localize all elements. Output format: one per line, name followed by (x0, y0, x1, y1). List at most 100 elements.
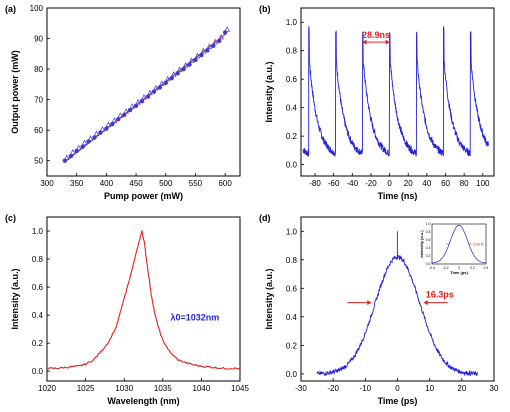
x-tick-label: 400 (100, 179, 114, 188)
x-axis-label: Time (ns) (378, 191, 418, 201)
x-tick-label: 550 (189, 179, 203, 188)
spectrum-trace (47, 229, 241, 370)
y-axis-label: Intensity (a.u.) (264, 268, 274, 329)
y-tick-label: 0.4 (286, 313, 298, 322)
data-point-circle (92, 135, 97, 140)
inset-x-tick-label: 0.4 (484, 266, 489, 270)
inset-x-tick-label: 0.2 (470, 266, 475, 270)
y-tick-label: 0.8 (286, 47, 298, 56)
data-point-circle (110, 121, 115, 127)
data-point-triangle (176, 66, 183, 73)
data-point-circle (68, 153, 73, 159)
data-point-circle (145, 94, 151, 99)
period-annotation: 28.9ns (362, 30, 390, 40)
pulse-train-trace (302, 26, 489, 157)
data-point-circle (217, 38, 222, 44)
data-point-circle (211, 43, 216, 49)
y-axis-label: Output power (mW) (10, 50, 20, 133)
data-point-triangle (117, 112, 124, 118)
y-tick-label: 70 (34, 96, 43, 105)
y-tick-label: 0.6 (32, 283, 44, 292)
x-tick-label: 40 (422, 179, 431, 188)
y-tick-label: 1.0 (32, 227, 44, 236)
y-tick-label: 0.2 (32, 339, 44, 348)
y-tick-label: 60 (34, 126, 43, 135)
data-point-triangle (81, 139, 88, 146)
inset-x-tick-label: 0 (458, 266, 460, 270)
panel-a: 300 350 400 450 500 550 600 50 60 70 80 90 100 Pump p… (5, 4, 241, 201)
fwhm-annotation: 16.3ps (426, 290, 454, 300)
period-arrowhead-left (362, 39, 367, 45)
data-point-triangle (123, 108, 129, 114)
plot-frame (300, 7, 495, 177)
inset-y-tick-label: 0.0 (426, 262, 431, 266)
y-axis-label: Intensity (a.u.) (10, 268, 20, 329)
x-tick-label: -60 (328, 179, 340, 188)
inset-trace (431, 224, 487, 264)
y-tick-label: 0.8 (32, 255, 44, 264)
data-point-circle (199, 52, 204, 58)
data-point-triangle (206, 43, 213, 49)
panel-label: (a) (5, 4, 16, 14)
data-point-triangle (212, 38, 219, 45)
y-axis-label: Intensity (a.u.) (264, 61, 274, 122)
data-point-circle (127, 107, 133, 113)
data-point-circle (169, 76, 174, 81)
y-tick-label: 80 (34, 65, 43, 74)
x-tick-label: 20 (404, 179, 413, 188)
x-axis-label: Time (ps) (378, 396, 418, 406)
y-tick-label: 0.2 (286, 341, 298, 350)
inset-x-axis-label: Time (ps) (450, 270, 468, 275)
data-point-triangle (170, 71, 177, 77)
x-tick-label: 60 (441, 179, 450, 188)
x-tick-label: -30 (295, 384, 307, 393)
data-point-triangle (75, 144, 82, 151)
x-tick-label: 350 (70, 179, 84, 188)
data-point-circle (104, 126, 109, 131)
data-point-triangle (224, 26, 230, 32)
y-tick-label: 0.0 (32, 367, 44, 376)
x-axis-label: Wavelength (nm) (107, 396, 179, 406)
data-point-triangle (218, 33, 224, 40)
y-tick-label: 0.4 (32, 311, 44, 320)
inset-y-tick-label: 0.8 (426, 230, 431, 234)
x-tick-label: 600 (218, 179, 232, 188)
plot-frame (46, 7, 241, 177)
data-point-circle (116, 116, 121, 122)
x-tick-label: 0 (395, 384, 400, 393)
x-tick-label: 1035 (154, 384, 172, 393)
center-wavelength-annotation: λ0=1032nm (171, 313, 220, 323)
inset-y-tick-label: 1.0 (426, 222, 431, 226)
panel-label: (d) (259, 213, 271, 223)
data-point-triangle (141, 94, 147, 100)
x-axis-label: Pump power (mW) (104, 191, 183, 201)
data-point-triangle (165, 75, 171, 82)
data-point-triangle (182, 61, 189, 68)
panel-c: 1020 1025 1030 1035 1040 1045 0.0 0.2 0.4 0.6 0.8 1… (5, 213, 249, 406)
x-tick-label: 1040 (193, 384, 211, 393)
panel-b: -80 -60 -40 -20 0 20 40 60 80 100 0.0 0.2 0.4 0.6 0.8 1… (259, 4, 495, 201)
autocorrelation-trace (316, 231, 479, 377)
y-tick-label: 0.6 (286, 284, 298, 293)
x-tick-label: 1020 (38, 384, 56, 393)
data-point-circle (205, 48, 210, 53)
y-tick-label: 50 (34, 157, 43, 166)
data-point-triangle (99, 126, 106, 132)
data-point-circle (187, 62, 192, 67)
x-tick-label: 1045 (231, 384, 249, 393)
x-tick-label: 1025 (77, 384, 95, 393)
data-point-triangle (87, 135, 94, 141)
data-point-triangle (188, 57, 195, 63)
x-tick-label: -40 (346, 179, 358, 188)
x-tick-label: 20 (457, 384, 466, 393)
data-point-circle (133, 103, 139, 108)
data-point-triangle (147, 89, 153, 96)
panel-d: -30 -20 -10 0 10 20 30 0.0 0.2 0.4 0.6 0.8 1.0 Time (… (259, 213, 499, 406)
data-point-triangle (105, 121, 112, 128)
data-point-circle (163, 80, 168, 86)
x-tick-label: 1030 (115, 384, 133, 393)
inset-fwhm-annotation: 293 fs (474, 242, 484, 246)
data-point-triangle (153, 84, 159, 91)
data-point-triangle (200, 47, 207, 54)
x-tick-label: 30 (490, 384, 499, 393)
